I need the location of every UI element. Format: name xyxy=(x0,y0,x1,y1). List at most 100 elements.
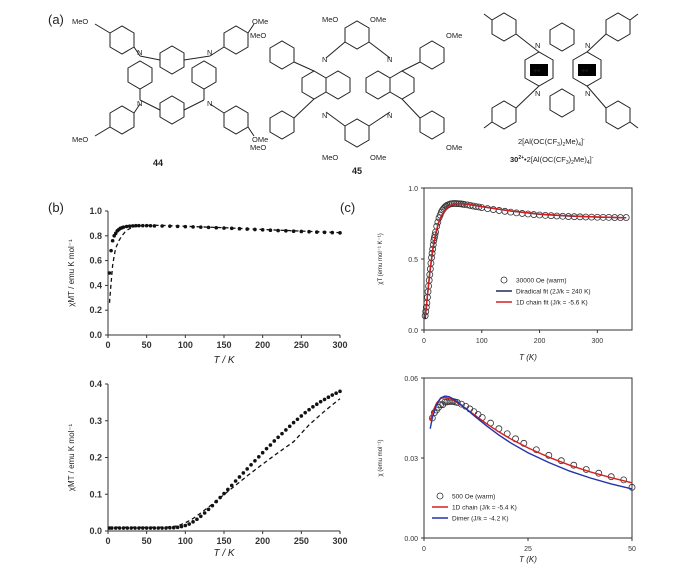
chart-c-top: 0 100 200 300 0.0 0.5 1.0 T (K) χT (emu mol⁻¹ K⁻… xyxy=(378,186,633,362)
x-tick-label: 25 xyxy=(524,546,532,553)
m30-n2: N xyxy=(585,41,590,50)
m45-n2: N xyxy=(387,55,392,64)
m44-ome-br: OMe xyxy=(252,135,268,144)
m30-n3: N xyxy=(535,89,540,98)
x-tick-label: 300 xyxy=(332,536,347,546)
y-tick-label: 0.5 xyxy=(408,257,418,264)
data-point xyxy=(245,467,249,471)
x-tick-label: 100 xyxy=(178,340,193,350)
m30-radical-1: +• xyxy=(533,66,540,75)
data-point xyxy=(144,223,149,228)
y-tick-label: 0.6 xyxy=(89,256,102,266)
data-point xyxy=(257,454,261,459)
series-line-dashed xyxy=(108,224,341,303)
y-tick-label: 0.2 xyxy=(89,453,102,463)
y-axis-label: χMT / emu K mol⁻¹ xyxy=(67,239,76,307)
data-point xyxy=(318,399,323,404)
data-point xyxy=(214,225,219,230)
x-tick-label: 200 xyxy=(534,338,546,345)
molecule-45: N N N N MeO OMe MeO OMe MeO OMe MeO OMe … xyxy=(250,15,462,176)
data-point xyxy=(206,507,211,512)
data-point xyxy=(222,491,226,496)
m45-ome-br: OMe xyxy=(370,153,386,162)
y-axis-label: χMT / emu K mol⁻¹ xyxy=(67,423,76,491)
m30-radical-box-2 xyxy=(578,64,596,76)
y-tick-label: 0.0 xyxy=(408,328,418,335)
x-tick-label: 0 xyxy=(422,338,426,345)
data-point xyxy=(330,393,335,397)
data-point xyxy=(311,404,315,409)
legend-marker xyxy=(500,276,508,284)
m44-n3: N xyxy=(137,99,142,108)
data-point xyxy=(191,520,195,524)
data-point xyxy=(322,397,327,402)
data-point xyxy=(338,389,342,394)
chart-b-top: 0 50 100 150 200 250 300 0.0 0.2 0.4 0.6 0.8 1.0 T / … xyxy=(67,206,348,366)
series-line xyxy=(429,396,633,484)
m44-n1: N xyxy=(137,48,142,57)
data-point xyxy=(303,410,307,415)
legend-label: Dimer (J/k = -4.2 K) xyxy=(452,516,509,523)
data-point xyxy=(127,224,132,228)
m45-n4: N xyxy=(387,111,392,120)
data-point xyxy=(233,479,238,483)
data-point xyxy=(226,487,230,492)
data-point xyxy=(334,391,338,395)
x-tick-label: 50 xyxy=(628,546,636,553)
m30-label-rest: •2[Al(OC(CF xyxy=(524,155,566,164)
x-axis-label: T (K) xyxy=(519,555,537,564)
data-point xyxy=(276,435,280,440)
data-point xyxy=(124,224,129,229)
data-point xyxy=(199,514,203,519)
m44-label: 44 xyxy=(153,158,163,168)
x-tick-label: 100 xyxy=(476,338,488,345)
data-point xyxy=(326,395,331,400)
x-tick-label: 50 xyxy=(142,536,152,546)
m45-n1: N xyxy=(322,55,327,64)
y-tick-label: 0.0 xyxy=(89,330,102,340)
data-point xyxy=(315,402,319,407)
data-point xyxy=(453,399,461,406)
y-tick-label: 1.0 xyxy=(89,206,102,216)
legend-label: 1D chain (J/k = -5.4 K) xyxy=(452,505,517,512)
legend-label: Diradical fit (2J/k = 240 K) xyxy=(516,289,591,296)
data-point xyxy=(260,450,265,455)
data-point xyxy=(121,225,126,229)
data-point xyxy=(183,523,188,528)
m30-label-sup: 2+ xyxy=(518,155,524,161)
legend-label: 500 Oe (warm) xyxy=(452,494,495,501)
m30-n1: N xyxy=(535,41,540,50)
data-point xyxy=(237,475,242,479)
data-point xyxy=(175,525,180,530)
chart-c-bottom: 0 25 50 0.00 0.03 0.06 T (K) χ (emu mol⁻¹) 500 O… xyxy=(378,376,636,564)
m45-ome-l1: MeO xyxy=(250,31,266,40)
x-tick-label: 300 xyxy=(332,340,347,350)
y-tick-label: 0.1 xyxy=(89,489,102,499)
m45-ome-tl: MeO xyxy=(322,15,338,24)
data-point xyxy=(179,524,184,529)
molecule-44: N N N N MeO OMe MeO OMe 44 xyxy=(72,17,268,168)
data-point xyxy=(187,522,191,526)
data-point xyxy=(110,238,115,243)
data-point xyxy=(241,471,246,475)
molecule-30: +• +• N N N N 2[Al(OC(CF3)2Me)4]- 302+•2… xyxy=(483,12,639,166)
y-tick-label: 1.0 xyxy=(408,186,418,193)
x-tick-label: 200 xyxy=(255,340,270,350)
x-tick-label: 50 xyxy=(142,340,152,350)
data-point xyxy=(299,414,304,418)
panel-label-b: (b) xyxy=(48,200,64,215)
m44-ome-tr: OMe xyxy=(252,17,268,26)
y-tick-label: 0.8 xyxy=(89,231,102,241)
m30-label: 302+•2[Al(OC(CF3)2Me)4]- xyxy=(510,155,594,166)
data-point xyxy=(107,271,112,275)
legend-label: 30000 Oe (warm) xyxy=(516,278,567,285)
panel-label-c: (c) xyxy=(340,200,356,215)
m30-radical-2: +• xyxy=(581,66,588,75)
m30-radical-box-1 xyxy=(530,64,548,76)
data-point xyxy=(284,428,288,432)
m45-ome-tr: OMe xyxy=(370,15,386,24)
m45-ome-r1: OMe xyxy=(446,31,462,40)
y-tick-label: 0.4 xyxy=(89,379,102,389)
x-tick-label: 100 xyxy=(178,536,193,546)
m45-ome-bl: MeO xyxy=(322,153,338,162)
